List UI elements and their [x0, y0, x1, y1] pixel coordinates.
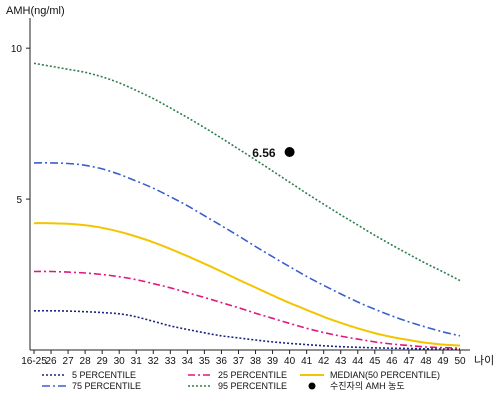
x-tick-label: 46	[386, 356, 398, 367]
series-line-95-percentile	[33, 62, 461, 282]
x-tick-label: 45	[369, 356, 381, 367]
x-tick-label: 38	[250, 356, 262, 367]
x-axis-title: 나이	[474, 354, 494, 367]
legend-label-95-percentile: 95 PERCENTILE	[218, 381, 287, 391]
y-tick-label: 5	[16, 195, 22, 206]
x-tick-label: 36	[216, 356, 228, 367]
legend-swatch-patient-point	[308, 382, 316, 390]
x-tick-label: 40	[284, 356, 296, 367]
series-line-25-percentile	[33, 270, 461, 349]
x-tick-label: 47	[403, 356, 415, 367]
x-tick-label: 31	[131, 356, 143, 367]
legend-label-patient-point: 수진자의 AMH 농도	[330, 381, 405, 391]
legend-label-5-percentile: 5 PERCENTILE	[72, 370, 136, 380]
legend-label-25-percentile: 25 PERCENTILE	[218, 370, 287, 380]
y-axis-title: AMH(ng/ml)	[6, 5, 65, 17]
x-tick-label: 33	[165, 356, 177, 367]
series-line-75-percentile	[33, 162, 461, 337]
x-tick-label: 39	[267, 356, 279, 367]
series-layer	[33, 62, 461, 350]
x-tick-label: 42	[318, 356, 330, 367]
y-tick-label: 10	[11, 44, 23, 55]
series-line-median-50-percentile	[33, 222, 461, 347]
x-tick-label: 49	[437, 356, 449, 367]
legend-label-75-percentile: 75 PERCENTILE	[72, 381, 141, 391]
x-tick-label: 48	[420, 356, 432, 367]
x-tick-label: 30	[114, 356, 126, 367]
x-tick-label: 35	[199, 356, 211, 367]
x-tick-label: 26	[45, 356, 57, 367]
x-tick-label: 34	[182, 356, 194, 367]
patient-point-layer: 6.56	[252, 146, 295, 160]
x-tick-label: 28	[80, 356, 92, 367]
patient-amh-value-label: 6.56	[252, 146, 276, 160]
x-tick-label: 16-25	[21, 356, 47, 367]
x-tick-label: 32	[148, 356, 160, 367]
x-tick-label: 27	[63, 356, 75, 367]
series-line-5-percentile	[33, 309, 460, 350]
x-tick-label: 43	[335, 356, 347, 367]
x-tick-label: 41	[301, 356, 313, 367]
legend-label-median-50-percentile: MEDIAN(50 PERCENTILE)	[330, 370, 440, 380]
x-tick-label: 44	[352, 356, 364, 367]
x-tick-label: 37	[233, 356, 245, 367]
patient-amh-point	[284, 147, 295, 158]
legend: 5 PERCENTILE 25 PERCENTILE MEDIAN(50 PERCE…	[42, 370, 440, 391]
x-tick-label: 50	[454, 356, 466, 367]
x-tick-label: 29	[97, 356, 109, 367]
